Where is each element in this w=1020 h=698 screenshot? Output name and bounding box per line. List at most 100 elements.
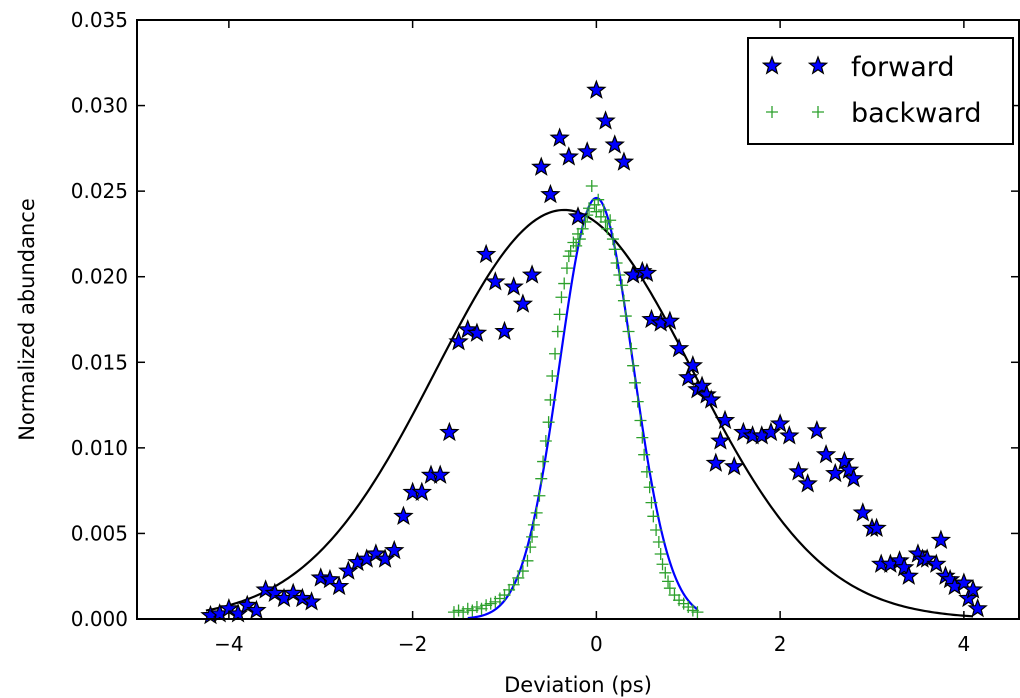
forward-point bbox=[852, 502, 873, 522]
y-tick-label: 0.020 bbox=[71, 265, 128, 289]
backward-point bbox=[662, 575, 675, 588]
backward-point bbox=[663, 582, 676, 595]
forward-point bbox=[384, 539, 405, 560]
forward-point bbox=[838, 459, 860, 479]
backward-point bbox=[613, 269, 626, 282]
backward-point bbox=[625, 342, 638, 355]
forward-point bbox=[678, 366, 699, 387]
forward-point bbox=[916, 548, 938, 568]
forward-point bbox=[843, 467, 864, 488]
forward-point bbox=[668, 337, 690, 358]
backward-point bbox=[610, 257, 623, 270]
forward-series bbox=[200, 79, 988, 625]
forward-point bbox=[439, 421, 460, 442]
backward-point bbox=[535, 472, 548, 485]
backward-point bbox=[564, 245, 577, 258]
axes-frame bbox=[136, 19, 1020, 620]
forward-point bbox=[930, 529, 952, 549]
backward-point bbox=[592, 193, 605, 206]
forward-point bbox=[733, 421, 754, 442]
backward-point bbox=[634, 414, 647, 427]
y-tick-label: 0.005 bbox=[71, 521, 128, 545]
forward-point bbox=[264, 582, 285, 602]
backward-point bbox=[544, 393, 557, 406]
backward-point bbox=[539, 435, 552, 448]
backward-point bbox=[573, 233, 586, 246]
forward-point bbox=[604, 134, 625, 154]
forward-point bbox=[613, 151, 635, 171]
forward-point bbox=[779, 425, 800, 445]
forward-point bbox=[724, 455, 745, 476]
backward-point bbox=[619, 310, 632, 323]
forward-point bbox=[710, 430, 731, 450]
backward-point bbox=[542, 416, 555, 429]
backward-point bbox=[530, 506, 543, 519]
forward-point bbox=[255, 579, 276, 599]
forward-point bbox=[365, 543, 387, 563]
legend-forward-star bbox=[807, 55, 829, 75]
backward-point bbox=[616, 279, 629, 292]
forward-point bbox=[806, 420, 828, 440]
forward-point bbox=[393, 505, 414, 525]
backward-point bbox=[601, 222, 614, 235]
backward-point bbox=[617, 294, 630, 307]
backward-point bbox=[643, 481, 656, 494]
backward-point bbox=[526, 530, 539, 543]
backward-point bbox=[652, 535, 665, 548]
x-tick-label: 4 bbox=[958, 632, 971, 656]
backward-point bbox=[631, 395, 644, 408]
backward-point bbox=[627, 359, 640, 372]
backward-point bbox=[524, 541, 537, 554]
backward-point bbox=[533, 489, 546, 502]
forward-point bbox=[586, 79, 607, 99]
backward-point bbox=[622, 325, 635, 338]
legend: forward backward bbox=[747, 37, 1014, 145]
forward-point bbox=[815, 443, 837, 464]
backward-point bbox=[521, 554, 534, 567]
forward-point bbox=[301, 591, 322, 611]
forward-point bbox=[246, 599, 267, 620]
forward-point bbox=[659, 310, 681, 330]
backward-point bbox=[647, 510, 660, 523]
backward-point bbox=[656, 558, 669, 571]
backward-point bbox=[638, 448, 651, 461]
x-tick-label: 0 bbox=[590, 632, 603, 656]
backward-point bbox=[604, 214, 617, 227]
forward-point bbox=[769, 413, 791, 433]
forward-point bbox=[503, 276, 524, 296]
backward-point bbox=[640, 465, 653, 478]
forward-point bbox=[866, 517, 887, 537]
backward-point bbox=[560, 262, 573, 275]
forward-point bbox=[797, 473, 818, 493]
y-tick-label: 0.010 bbox=[71, 436, 128, 460]
forward-point bbox=[682, 354, 704, 375]
forward-point bbox=[926, 553, 947, 573]
fit-curve-forward bbox=[205, 208, 974, 618]
backward-point bbox=[562, 250, 575, 263]
x-tick-label: 2 bbox=[774, 632, 787, 656]
y-tick-label: 0.000 bbox=[71, 607, 128, 631]
backward-point bbox=[553, 308, 566, 321]
forward-point bbox=[485, 271, 506, 291]
backward-point bbox=[516, 565, 529, 578]
forward-point bbox=[457, 319, 478, 339]
forward-point bbox=[834, 450, 855, 471]
backward-point bbox=[628, 376, 641, 389]
forward-point bbox=[237, 594, 258, 614]
backward-point bbox=[606, 233, 619, 246]
x-tick-label: −2 bbox=[398, 632, 427, 656]
backward-point bbox=[549, 347, 562, 360]
forward-point bbox=[466, 322, 488, 342]
forward-point bbox=[705, 452, 726, 472]
legend-backward-marker bbox=[766, 106, 824, 118]
backward-point bbox=[555, 291, 568, 304]
y-tick-label: 0.025 bbox=[71, 179, 128, 203]
y-tick-label: 0.030 bbox=[71, 94, 128, 118]
backward-point bbox=[654, 547, 667, 560]
forward-point bbox=[558, 146, 580, 166]
forward-point bbox=[283, 582, 304, 602]
backward-point bbox=[585, 180, 598, 193]
forward-point bbox=[636, 262, 658, 282]
legend-backward-plus bbox=[812, 106, 824, 118]
